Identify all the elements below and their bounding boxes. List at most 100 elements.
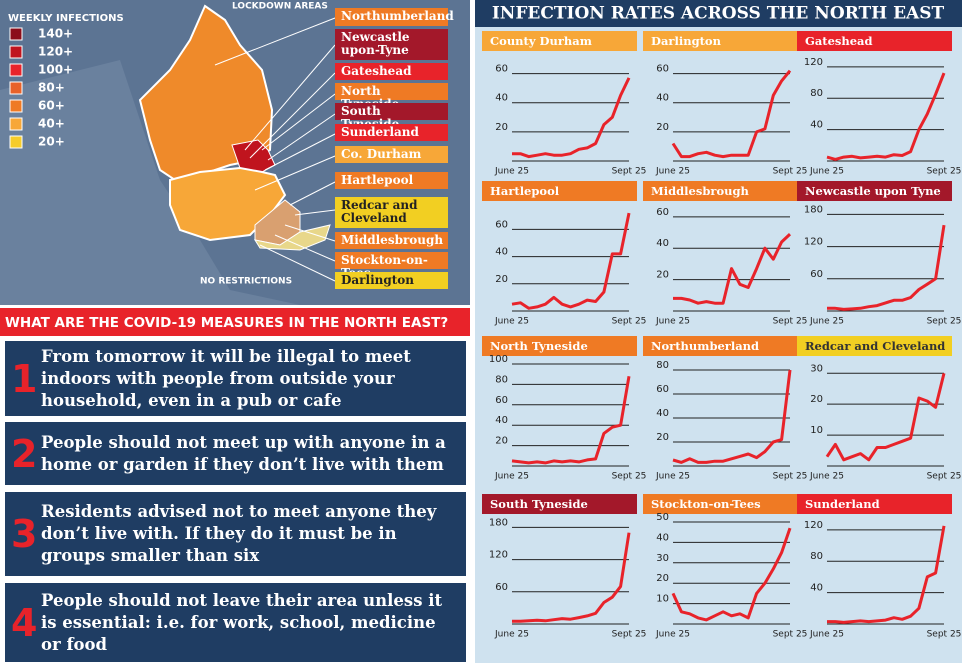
chart-header (797, 336, 952, 356)
x-tick-label: June 25 (809, 317, 844, 327)
y-tick-label: 40 (656, 93, 669, 104)
y-tick-label: 30 (656, 553, 669, 564)
y-tick-label: 60 (495, 219, 508, 230)
area-label: South Tyneside (335, 103, 448, 131)
measure-text: People should not meet up with anyone in… (41, 432, 446, 474)
area-label: Co. Durham (335, 146, 448, 163)
chart-header (797, 31, 952, 51)
x-tick-label: June 25 (809, 472, 844, 482)
leader-lines (214, 17, 336, 282)
measure-number: 1 (11, 356, 38, 401)
legend-title: WEEKLY INFECTIONS (8, 13, 124, 24)
legend-swatch (9, 99, 23, 113)
line-series (672, 369, 792, 464)
area-label: Northumberland (335, 8, 454, 26)
chart-title: North Tyneside (490, 339, 588, 353)
legend-label: 20+ (38, 135, 65, 149)
line-series (512, 77, 631, 159)
x-tick-label: Sept 25 (773, 167, 808, 177)
y-tick-label: 80 (810, 88, 823, 99)
line-series (511, 212, 631, 310)
y-tick-label: 20 (810, 394, 823, 405)
measure-text: From tomorrow it will be illegal to meet… (41, 346, 411, 410)
chart-title: Newcastle upon Tyne (805, 184, 941, 198)
line-series (825, 372, 946, 462)
measures-title: WHAT ARE THE COVID-19 MEASURES IN THE NO… (5, 315, 448, 331)
y-tick-label: 120 (804, 57, 823, 68)
measure-box: 2 People should not meet up with anyone i… (5, 422, 466, 485)
x-tick-label: Sept 25 (612, 630, 647, 640)
chart-header (797, 181, 952, 201)
y-tick-label: 20 (656, 432, 669, 443)
x-tick-label: Sept 25 (612, 167, 647, 177)
line-series (827, 224, 946, 311)
legend-swatch (9, 81, 23, 95)
measure-box: 1 From tomorrow it will be illegal to mee… (5, 341, 466, 416)
measure-box: 3 Residents advised not to meet anyone th… (5, 492, 466, 576)
measure-number: 3 (11, 512, 38, 556)
y-tick-label: 40 (810, 583, 823, 594)
x-tick-label: Sept 25 (927, 167, 962, 177)
lockdown-label: LOCKDOWN AREAS (232, 2, 328, 12)
y-tick-label: 40 (495, 415, 508, 426)
area-label: North Tyneside (335, 83, 448, 111)
y-tick-label: 80 (495, 374, 508, 385)
chart-title: Northumberland (651, 339, 759, 353)
y-tick-label: 120 (804, 520, 823, 531)
measure-box: 4 People should not leave their area unle… (5, 583, 466, 662)
y-tick-label: 80 (810, 551, 823, 562)
x-tick-label: June 25 (809, 630, 844, 640)
area-label: Sunderland (335, 124, 448, 141)
legend-label: 120+ (38, 45, 73, 59)
line-series (671, 527, 792, 622)
legend-label: 60+ (38, 99, 65, 113)
line-series (673, 233, 792, 305)
y-tick-label: 60 (656, 384, 669, 395)
line-series (512, 532, 631, 623)
y-tick-label: 180 (489, 517, 508, 528)
chart-title: Gateshead (805, 34, 873, 48)
y-tick-label: 50 (656, 512, 669, 523)
y-tick-label: 180 (804, 204, 823, 215)
y-tick-label: 40 (495, 247, 508, 258)
chart-header (643, 31, 798, 51)
x-tick-label: June 25 (655, 167, 690, 177)
measures-header (0, 308, 470, 336)
legend-label: 40+ (38, 117, 65, 131)
y-tick-label: 20 (495, 436, 508, 447)
y-tick-label: 40 (656, 238, 669, 249)
x-tick-label: June 25 (494, 167, 529, 177)
area-label: Middlesbrough (335, 232, 448, 249)
area-label: Redcar and Cleveland (335, 197, 448, 228)
y-tick-label: 60 (656, 64, 669, 75)
y-tick-label: 10 (656, 594, 669, 605)
chart-header (797, 494, 952, 514)
charts-background (475, 0, 962, 663)
legend-label: 100+ (38, 63, 73, 77)
area-label: Darlington (335, 272, 448, 289)
x-tick-label: Sept 25 (612, 317, 647, 327)
line-series (827, 525, 946, 624)
measure-number: 4 (11, 600, 38, 645)
chart-header (482, 494, 637, 514)
y-tick-label: 30 (810, 363, 823, 374)
y-tick-label: 60 (495, 582, 508, 593)
y-tick-label: 40 (810, 120, 823, 131)
line-series (826, 72, 946, 161)
chart-title: Redcar and Cleveland (805, 339, 945, 353)
chart-title: Hartlepool (490, 184, 560, 198)
y-tick-label: 20 (495, 122, 508, 133)
x-tick-label: Sept 25 (927, 630, 962, 640)
x-tick-label: June 25 (494, 317, 529, 327)
y-tick-label: 40 (656, 408, 669, 419)
chart-title: Darlington (651, 34, 722, 48)
y-tick-label: 20 (656, 270, 669, 281)
chart-header (482, 181, 637, 201)
x-tick-label: Sept 25 (773, 472, 808, 482)
map-durham (169, 166, 287, 242)
y-tick-label: 80 (656, 360, 669, 371)
legend-swatch (9, 27, 23, 41)
x-tick-label: June 25 (655, 317, 690, 327)
